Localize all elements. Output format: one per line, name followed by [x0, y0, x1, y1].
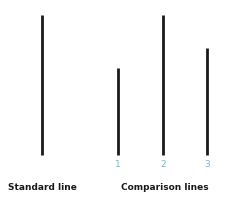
Text: 1: 1	[115, 160, 120, 169]
Text: 2: 2	[160, 160, 165, 169]
Text: 3: 3	[203, 160, 209, 169]
Text: Standard line: Standard line	[8, 183, 76, 192]
Text: Comparison lines: Comparison lines	[121, 183, 208, 192]
